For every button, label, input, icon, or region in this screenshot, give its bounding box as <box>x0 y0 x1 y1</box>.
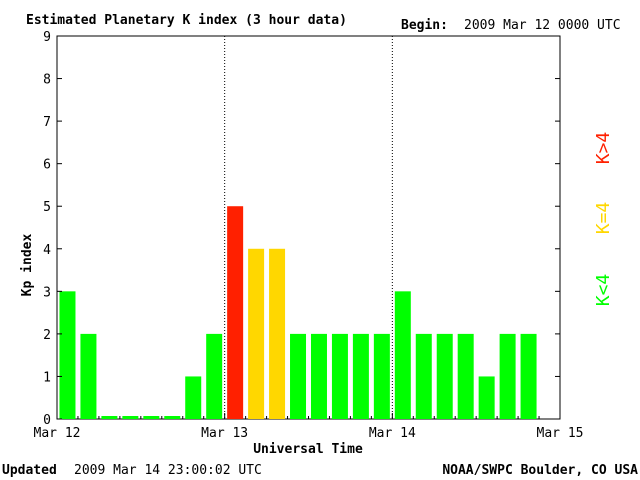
y-tick-label: 2 <box>43 328 51 343</box>
kp-bar <box>122 416 139 419</box>
y-tick-label: 6 <box>43 158 51 173</box>
kp-bar <box>248 248 265 419</box>
kp-bar <box>143 416 160 419</box>
x-tick-label: Mar 12 <box>34 426 81 441</box>
kp-bar <box>269 248 286 419</box>
updated-value: 2009 Mar 14 23:00:02 UTC <box>74 463 262 478</box>
kp-bar <box>290 333 307 419</box>
y-tick-label: 1 <box>43 370 51 385</box>
kp-bar <box>331 333 348 419</box>
kp-bar <box>310 333 327 419</box>
y-tick-label: 3 <box>43 285 51 300</box>
legend-k-eq-4: K=4 <box>593 202 614 235</box>
y-tick-label: 7 <box>43 115 51 130</box>
kp-bar <box>101 416 118 419</box>
kp-bar <box>164 416 181 419</box>
kp-bar <box>373 333 390 419</box>
begin-value: 2009 Mar 12 0000 UTC <box>464 18 621 33</box>
legend-k-gt-4: K>4 <box>593 132 614 165</box>
kp-bar <box>436 333 453 419</box>
kp-bar <box>520 333 537 419</box>
chart-title: Estimated Planetary K index (3 hour data… <box>26 13 347 28</box>
x-tick-label: Mar 15 <box>537 426 584 441</box>
kp-bar <box>478 376 495 419</box>
kp-bar <box>394 291 411 419</box>
kp-bar <box>227 206 244 419</box>
y-axis-label: Kp index <box>20 234 35 297</box>
kp-bar <box>59 291 76 419</box>
x-axis-label: Universal Time <box>253 442 363 457</box>
x-tick-label: Mar 13 <box>201 426 248 441</box>
kp-bar <box>80 333 97 419</box>
legend-k-lt-4: K<4 <box>593 274 614 307</box>
kp-bar <box>206 333 223 419</box>
data-source: NOAA/SWPC Boulder, CO USA <box>442 463 638 478</box>
kp-bar <box>499 333 516 419</box>
kp-bar <box>185 376 202 419</box>
y-tick-label: 8 <box>43 73 51 88</box>
y-tick-label: 5 <box>43 200 51 215</box>
kp-bar <box>415 333 432 419</box>
updated-label: Updated <box>2 463 57 478</box>
y-tick-label: 4 <box>43 243 51 258</box>
plot-area: 0 1 2 3 4 5 6 7 8 9 Mar 12 Mar 13 Mar 14 Mar 15 <box>34 30 584 441</box>
y-tick-label: 0 <box>43 413 51 428</box>
y-tick-label: 9 <box>43 30 51 45</box>
x-tick-label: Mar 14 <box>369 426 416 441</box>
kp-bar <box>352 333 369 419</box>
begin-label: Begin: <box>401 18 448 33</box>
kp-bar <box>457 333 474 419</box>
